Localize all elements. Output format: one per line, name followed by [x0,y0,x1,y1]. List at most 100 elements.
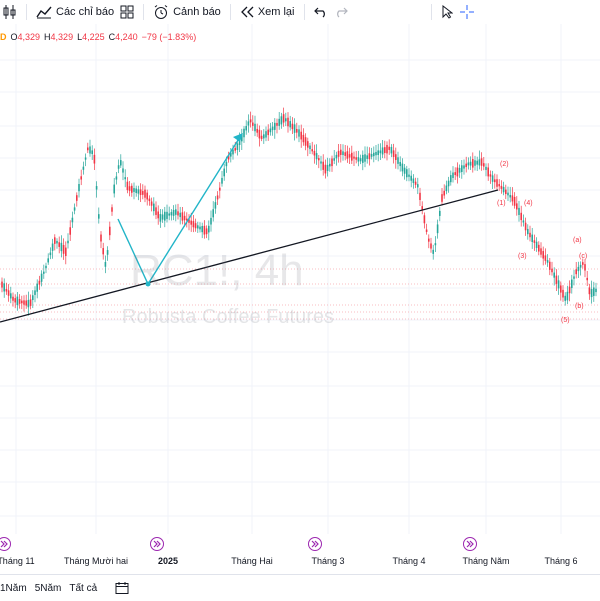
candle-body [333,158,335,161]
candle-body [359,158,362,162]
candle-body [304,137,307,146]
candle-body [247,121,250,126]
close-label: C [108,32,116,42]
candle-body [3,283,5,292]
candle-body [502,186,505,193]
candle-body [546,260,549,263]
candle-body [395,154,397,161]
candle-body [555,275,558,284]
calendar-icon[interactable] [115,581,129,595]
time-tick: Tháng Năm [462,556,510,566]
candle-body [146,192,148,200]
chart-type-button[interactable] [0,1,20,23]
candle-body [54,237,56,244]
candle-body [370,153,373,157]
candle-body [139,189,142,196]
candle-body [335,154,338,159]
candle-body [474,160,476,166]
candle-body [406,169,408,178]
time-axis[interactable]: Tháng 11 Tháng Mười hai 2025 Tháng Hai T… [0,534,600,574]
candle-body [14,298,16,303]
range-1y-button[interactable]: 1Năm [0,582,27,594]
candle-body [137,189,140,194]
range-all-button[interactable]: Tất cả [69,582,98,594]
candle-body [509,194,511,198]
candle-body [245,126,247,131]
chart-grid [0,24,600,534]
candle-body [111,207,113,212]
candle-body [425,229,428,232]
candle-body [397,157,399,164]
wave-label: (1) [497,200,506,207]
candle-body [76,195,78,201]
candle-body [373,152,375,157]
candle-body [117,165,120,169]
cursor-button[interactable] [438,1,456,23]
change-value: −79 (−1.83%) [141,32,197,42]
candle-body [133,188,135,192]
time-tick: Tháng 6 [544,556,578,566]
candle-body [166,211,168,219]
event-flag-icon[interactable] [463,537,477,551]
undo-button[interactable] [311,1,331,23]
alert-button[interactable]: Cảnh báo [150,1,224,23]
range-5y-button[interactable]: 5Năm [34,582,62,594]
candle-body [348,154,351,158]
candle-body [386,144,388,154]
candle-body [571,279,573,288]
candle-body [410,175,412,181]
indicators-button[interactable]: Các chỉ báo [33,1,117,23]
candle-body [403,167,406,174]
candle-body [95,186,98,190]
candle-body [236,143,239,150]
candle-body [432,249,434,254]
alert-label: Cảnh báo [173,6,221,18]
templates-button[interactable] [117,1,137,23]
wave-label: (c) [579,253,588,260]
event-flag-icon[interactable] [150,537,164,551]
replay-button[interactable]: Xem lại [237,1,298,23]
candle-body [575,269,577,275]
candle-body [113,184,115,194]
candle-body [78,184,80,192]
candle-body [445,185,448,192]
candle-body [450,175,452,183]
redo-icon [334,6,348,18]
candle-body [223,168,225,177]
candle-body [80,176,82,180]
candle-body [516,203,518,210]
event-flag-icon[interactable] [0,537,11,551]
event-flag-icon[interactable] [308,537,322,551]
top-toolbar: Các chỉ báo Cảnh báo Xem lại [0,0,600,24]
candle-body [104,262,107,267]
candle-body [557,280,560,289]
candle-body [175,209,177,215]
candle-body [300,131,302,140]
candle-body [491,175,494,182]
candle-body [164,211,166,221]
candle-body [531,234,533,243]
candle-body [549,261,551,270]
low-label: L [77,32,83,42]
candle-body [337,150,340,157]
candle-body [109,226,111,236]
candle-body [293,124,296,133]
candle-body [84,157,87,160]
price-chart[interactable] [0,24,600,534]
candle-body [353,156,355,159]
candle-body [469,161,472,166]
bottom-range-bar: 1Năm 5Năm Tất cả [0,574,600,601]
candle-body [324,164,327,174]
candle-body [573,276,575,279]
candle-body [1,281,3,288]
candle-body [67,240,69,244]
candle-body [452,172,454,178]
candle-body [100,234,102,242]
time-tick: Tháng 3 [311,556,345,566]
candle-body [362,154,364,163]
crosshair-button[interactable] [456,1,478,23]
candle-body [533,240,536,243]
candle-body [364,154,366,162]
redo-button[interactable] [331,1,351,23]
candle-body [186,218,188,221]
